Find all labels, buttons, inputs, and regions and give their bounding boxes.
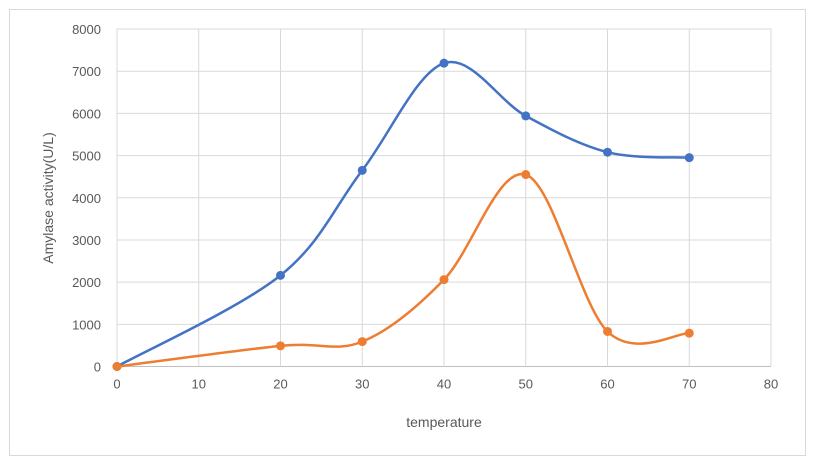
data-point [357, 165, 367, 175]
grid [116, 28, 772, 367]
series-group [112, 58, 694, 371]
x-tick-label: 10 [192, 377, 206, 392]
data-point [439, 275, 449, 285]
x-tick-label: 70 [682, 377, 696, 392]
y-tick-label: 8000 [72, 22, 101, 37]
x-tick-label: 20 [273, 377, 287, 392]
y-tick-label: 3000 [72, 233, 101, 248]
data-point [684, 153, 694, 163]
series-line-1 [115, 60, 691, 368]
x-tick-label: 0 [113, 377, 120, 392]
y-tick-label: 0 [94, 360, 101, 375]
y-axis-label: Amylase activity(U/L) [40, 132, 56, 263]
chart-frame [9, 9, 806, 456]
y-tick-labels: 0 1000 2000 3000 4000 5000 6000 7000 8000 [72, 22, 101, 375]
data-point [439, 58, 449, 68]
y-tick-label: 4000 [72, 191, 101, 206]
data-point [276, 270, 285, 280]
x-tick-label: 60 [600, 377, 614, 392]
data-point [357, 337, 367, 347]
data-point [276, 341, 285, 351]
series-line-2 [115, 172, 691, 368]
data-point [521, 170, 531, 180]
data-point [684, 328, 694, 338]
y-tick-label: 1000 [72, 317, 101, 332]
y-tick-label: 7000 [72, 64, 101, 79]
y-tick-label: 6000 [72, 106, 101, 121]
data-point [603, 326, 612, 336]
x-tick-label: 30 [355, 377, 369, 392]
y-tick-label: 5000 [72, 149, 101, 164]
x-tick-labels: 0 10 20 30 40 50 60 70 80 [113, 377, 778, 392]
data-point [603, 147, 612, 157]
data-point [112, 362, 122, 371]
x-tick-label: 50 [519, 377, 533, 392]
x-tick-label: 80 [764, 377, 778, 392]
x-tick-label: 40 [437, 377, 451, 392]
x-axis-label: temperature [406, 414, 482, 430]
y-tick-label: 2000 [72, 275, 101, 290]
data-point [521, 111, 531, 121]
